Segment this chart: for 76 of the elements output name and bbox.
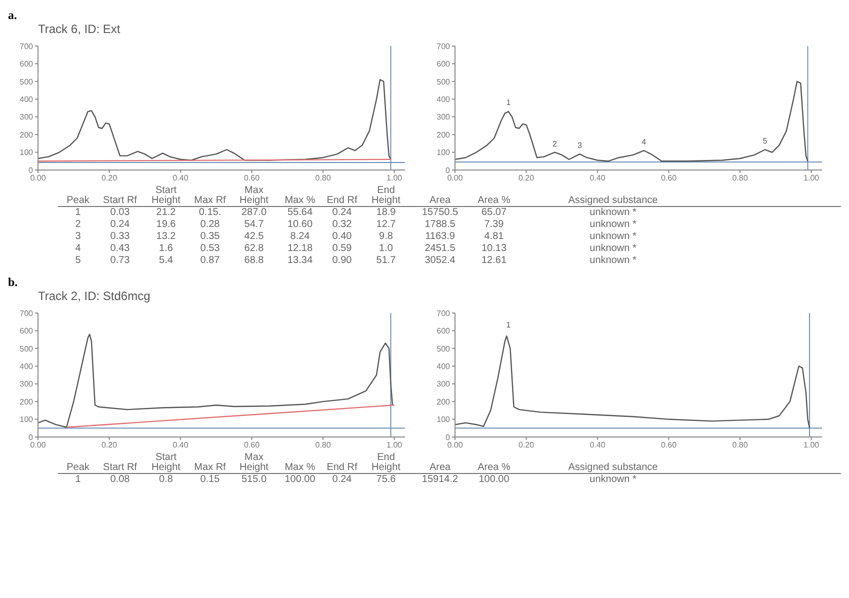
x-tick-label: 0.00	[447, 440, 464, 450]
y-tick-label: 500	[20, 77, 34, 86]
y-tick-label: 600	[20, 60, 34, 69]
line-series	[38, 334, 394, 428]
x-tick-label: 0.60	[244, 174, 260, 183]
annotation: 2	[552, 139, 558, 148]
x-tick-label: 0.40	[172, 440, 189, 450]
y-tick-label: 0	[28, 166, 34, 175]
annotation: 4	[642, 138, 647, 147]
y-tick-label: 400	[20, 362, 34, 371]
y-tick-label: 400	[436, 362, 451, 371]
y-tick-label: 100	[436, 415, 451, 424]
text: 5 0.73 5.4 0.87 68.8 13.34 0.90 51.7 3052.4 12.61 unknown *	[75, 255, 636, 266]
y-tick-label: 200	[436, 397, 451, 406]
line-series	[38, 79, 392, 161]
x-tick-label: 0.00	[30, 440, 46, 450]
y-tick-label: 600	[436, 326, 451, 336]
line-series	[455, 80, 808, 162]
annotation: 1	[506, 320, 512, 330]
x-tick-label: 0.40	[590, 440, 606, 450]
y-tick-label: 300	[20, 380, 34, 389]
annotation: 1	[506, 98, 512, 107]
x-tick-label: 0.40	[590, 174, 606, 183]
text: 4 0.43 1.6 0.53 62.8 12.18 0.59 1.0 2451.5 10.13 unknown *	[75, 243, 636, 254]
y-tick-label: 700	[436, 42, 451, 51]
y-tick-label: 400	[436, 94, 451, 104]
x-tick-label: 0.00	[30, 174, 46, 183]
y-tick-label: 100	[436, 148, 451, 158]
x-tick-label: 0.60	[244, 440, 260, 450]
y-tick-label: 100	[20, 415, 34, 424]
y-tick-label: 300	[436, 112, 451, 122]
y-tick-label: 300	[20, 112, 34, 122]
y-tick-label: 0	[446, 432, 451, 442]
text: 3 0.33 13.2 0.35 42.5 8.24 0.40 9.8 1163.9 4.81 unknown *	[75, 231, 636, 242]
y-tick-label: 0	[446, 166, 451, 175]
x-tick-label: 0.00	[447, 174, 464, 183]
chart-subtitle: Track 2, ID: Std6mcg	[37, 289, 152, 303]
x-tick-label: 0.60	[660, 440, 678, 450]
y-tick-label: 200	[20, 130, 34, 140]
y-tick-label: 300	[436, 380, 451, 389]
y-tick-label: 100	[20, 148, 34, 158]
x-tick-label: 0.80	[732, 174, 748, 183]
y-tick-label: 600	[20, 326, 34, 336]
x-tick-label: 0.60	[660, 174, 678, 183]
x-tick-label: 0.20	[518, 440, 535, 450]
x-tick-label: 0.80	[315, 440, 332, 450]
annotation: 5	[762, 136, 768, 146]
text: 1 0.03 21.2 0.15. 287.0 55.64 0.24 18.9 15750.5 65.07 unknown *	[75, 207, 636, 218]
text: 2 0.24 19.6 0.28 54.7 10.60 0.32 12.7 1788.5 7.39 unknown *	[75, 219, 636, 230]
x-tick-label: 1.00	[804, 440, 820, 450]
x-tick-label: 1.00	[804, 174, 820, 183]
chart-subtitle: Track 6, ID: Ext	[37, 22, 122, 36]
chart-title: b.	[8, 275, 19, 289]
text: 1 0.08 0.8 0.15 515.0 100.00 0.24 75.6 15914.2 100.00 unknown *	[75, 474, 636, 485]
x-tick-label: 0.40	[172, 174, 189, 183]
x-tick-label: 1.00	[386, 174, 403, 183]
y-tick-label: 200	[20, 397, 34, 406]
x-tick-label: 0.80	[315, 174, 332, 183]
y-tick-label: 600	[436, 60, 451, 69]
y-tick-label: 500	[20, 344, 34, 354]
chart-title: a.	[8, 8, 18, 22]
x-tick-label: 0.20	[101, 174, 118, 183]
y-tick-label: 700	[20, 42, 34, 51]
x-tick-label: 0.20	[101, 440, 118, 450]
y-tick-label: 700	[20, 308, 34, 318]
y-tick-label: 500	[436, 344, 451, 354]
y-tick-label: 700	[436, 308, 451, 318]
y-tick-label: 0	[28, 432, 34, 442]
y-tick-label: 500	[436, 77, 451, 86]
x-tick-label: 0.80	[732, 440, 748, 450]
y-tick-label: 200	[436, 130, 451, 140]
line-series	[455, 335, 810, 429]
x-tick-label: 1.00	[386, 440, 403, 450]
y-tick-label: 400	[20, 94, 34, 104]
annotation: 3	[577, 141, 582, 150]
x-tick-label: 0.20	[518, 174, 535, 183]
